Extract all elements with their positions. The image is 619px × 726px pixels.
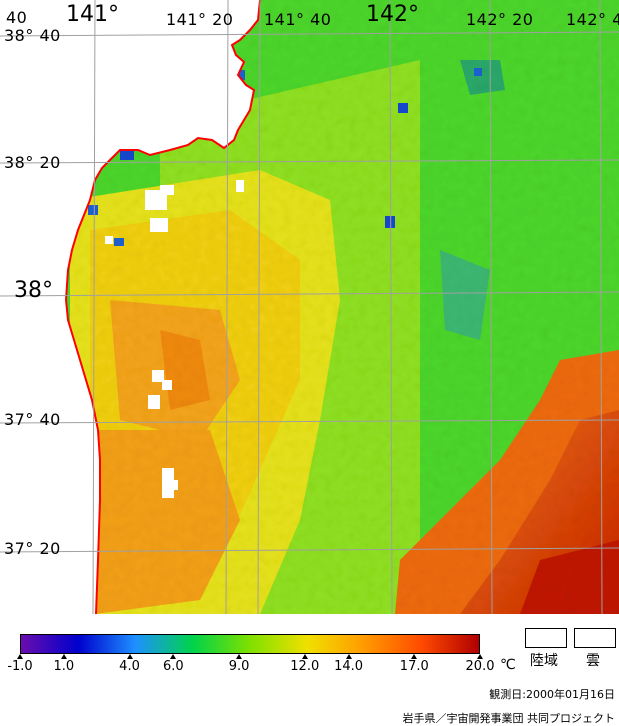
colorbar-tick-mark <box>345 654 352 659</box>
lon-label-6: 142° 4 <box>566 10 619 29</box>
colorbar-tick-mark <box>236 654 243 659</box>
colorbar-tick-label: 20.0 <box>465 659 495 674</box>
colorbar-tick-mark <box>60 654 67 659</box>
sst-map: 40 141° 141° 20 141° 40 142° 142° 20 142… <box>0 0 619 614</box>
colorbar-unit: ℃ <box>500 657 516 673</box>
lat-label-3: 37° 40 <box>4 410 61 429</box>
lon-label-4: 142° <box>366 2 419 27</box>
colorbar-tick-label: -1.0 <box>7 659 33 674</box>
colorbar-tick-label: 4.0 <box>119 659 140 674</box>
lat-lon-grid <box>0 0 619 614</box>
colorbar-tick-label: 12.0 <box>290 659 320 674</box>
colorbar-tick-label: 17.0 <box>399 659 429 674</box>
lat-label-0: 38° 40 <box>4 26 61 45</box>
colorbar-tick-mark <box>301 654 308 659</box>
credit-line: 岩手県／宇宙開発事業団 共同プロジェクト <box>402 712 616 725</box>
lon-label-1: 141° <box>66 2 119 27</box>
land-area <box>0 0 260 614</box>
sea-surface-temperature-svg <box>0 0 619 614</box>
temperature-colorbar <box>20 634 480 654</box>
land-legend-swatch <box>525 628 567 648</box>
lat-label-1: 38° 20 <box>4 153 61 172</box>
colorbar-tick-mark <box>170 654 177 659</box>
colorbar-tick-label: 6.0 <box>162 659 184 674</box>
sea-field <box>0 0 619 614</box>
lon-label-3: 141° 40 <box>264 10 332 29</box>
lat-label-2: 38° <box>14 278 53 303</box>
cloud-legend-label: 雲 <box>586 653 600 669</box>
cloud-legend-swatch <box>574 628 616 648</box>
lon-label-0: 40 <box>6 8 28 27</box>
lon-label-5: 142° 20 <box>466 10 534 29</box>
colorbar-tick-mark <box>411 654 418 659</box>
colorbar-tick-label: 1.0 <box>53 659 75 674</box>
cloud-patches <box>105 180 244 498</box>
colorbar-tick-mark <box>126 654 133 659</box>
coastline <box>64 0 261 614</box>
colorbar-tick-mark <box>17 654 23 659</box>
observation-date: 観測日:2000年01月16日 <box>489 688 615 701</box>
colorbar-tick-label: 9.0 <box>228 659 250 674</box>
land-legend-label: 陸域 <box>530 653 558 669</box>
colorbar-tick-mark <box>477 654 483 659</box>
lat-label-4: 37° 20 <box>4 539 61 558</box>
lon-label-2: 141° 20 <box>166 10 234 29</box>
colorbar-tick-label: 14.0 <box>334 659 364 674</box>
